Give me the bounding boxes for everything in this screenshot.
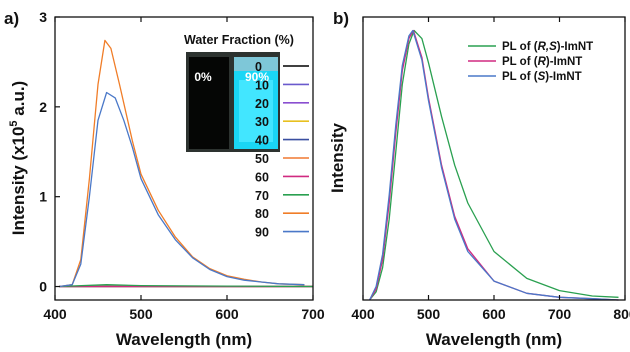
inset-label-90pct: 90% bbox=[245, 70, 269, 84]
panel-a-label: a) bbox=[4, 9, 19, 28]
legend-b-label-italic: S bbox=[538, 71, 546, 83]
panel-1-xtick-label: 800 bbox=[613, 306, 630, 322]
panel-a-y-axis-label-tail: a.u.) bbox=[9, 81, 28, 121]
legend-b-label-suffix: )-ImNT bbox=[546, 56, 582, 68]
panel-0-ytick-label: 3 bbox=[39, 9, 47, 25]
panel-a-legend: 0 10 20 30 40 50 60 70 80 90 bbox=[255, 60, 309, 240]
panel-0-xtick-label: 600 bbox=[215, 306, 239, 322]
legend-a-title: Water Fraction (%) bbox=[184, 33, 294, 47]
legend-b-label-suffix: )-ImNT bbox=[545, 71, 581, 83]
panel-1-xtick-label: 700 bbox=[548, 306, 572, 322]
legend-a-label: 90 bbox=[255, 226, 269, 240]
legend-a-label: 40 bbox=[255, 134, 269, 148]
panel-0-ytick-label: 0 bbox=[39, 279, 47, 295]
panel-b: b) 400 500 600 700 800 Wavelength (nm) Inten… bbox=[328, 9, 630, 349]
panel-b-y-axis-label: Intensity bbox=[328, 123, 347, 193]
panel-a-y-axis-label-exponent: 5 bbox=[8, 120, 20, 126]
legend-b-label-suffix: )-ImNT bbox=[557, 41, 593, 53]
inset-vial-photo: 0% 90% bbox=[186, 52, 280, 152]
legend-a-label: 0 bbox=[255, 60, 262, 74]
legend-a-label: 10 bbox=[255, 78, 269, 92]
legend-b-label: PL of (R)-ImNT bbox=[502, 56, 582, 68]
legend-a-label: 30 bbox=[255, 115, 269, 129]
panel-a-y-axis-label: Intensity (x105 a.u.) bbox=[8, 81, 28, 235]
legend-b-label-italic: R,S bbox=[538, 41, 558, 53]
legend-a-label: 60 bbox=[255, 170, 269, 184]
series-line-a-8 bbox=[59, 39, 305, 288]
series-line-a-9 bbox=[59, 91, 305, 288]
panel-a-frame bbox=[54, 16, 314, 301]
legend-b-label-prefix: PL of ( bbox=[502, 41, 538, 53]
series-line-a-7 bbox=[59, 284, 314, 288]
panel-0-ytick-label: 1 bbox=[39, 189, 47, 205]
legend-b-label: PL of (S)-ImNT bbox=[502, 71, 582, 83]
panel-b-ticks: 400 500 600 700 800 bbox=[351, 17, 630, 322]
panel-b-plot-area bbox=[369, 29, 619, 301]
panel-1-xtick-label: 500 bbox=[417, 306, 441, 322]
series-line-b-2 bbox=[369, 29, 619, 301]
panel-a-x-axis-label: Wavelength (nm) bbox=[116, 330, 252, 349]
panel-a-plot-area bbox=[59, 39, 314, 288]
panel-0-ytick-label: 2 bbox=[39, 99, 47, 115]
legend-a-label: 70 bbox=[255, 189, 269, 203]
legend-a-label: 50 bbox=[255, 152, 269, 166]
panel-0-xtick-label: 700 bbox=[301, 306, 325, 322]
panel-b-x-axis-label: Wavelength (nm) bbox=[426, 330, 562, 349]
legend-a-label: 80 bbox=[255, 207, 269, 221]
series-line-b-0 bbox=[369, 29, 619, 301]
legend-b-label-italic: R bbox=[538, 56, 547, 68]
legend-b-label-prefix: PL of ( bbox=[502, 71, 538, 83]
inset-label-0pct: 0% bbox=[194, 70, 212, 84]
panel-b-frame bbox=[362, 16, 626, 301]
panel-0-xtick-label: 400 bbox=[43, 306, 67, 322]
panel-a-y-axis-label-main: Intensity (x10 bbox=[9, 127, 28, 236]
panel-1-xtick-label: 400 bbox=[351, 306, 375, 322]
legend-b-label: PL of (R,S)-ImNT bbox=[502, 41, 593, 53]
panel-1-xtick-label: 600 bbox=[482, 306, 506, 322]
panel-b-label: b) bbox=[333, 9, 349, 28]
legend-a-label: 20 bbox=[255, 97, 269, 111]
legend-b-label-prefix: PL of ( bbox=[502, 56, 538, 68]
panel-0-xtick-label: 500 bbox=[129, 306, 153, 322]
